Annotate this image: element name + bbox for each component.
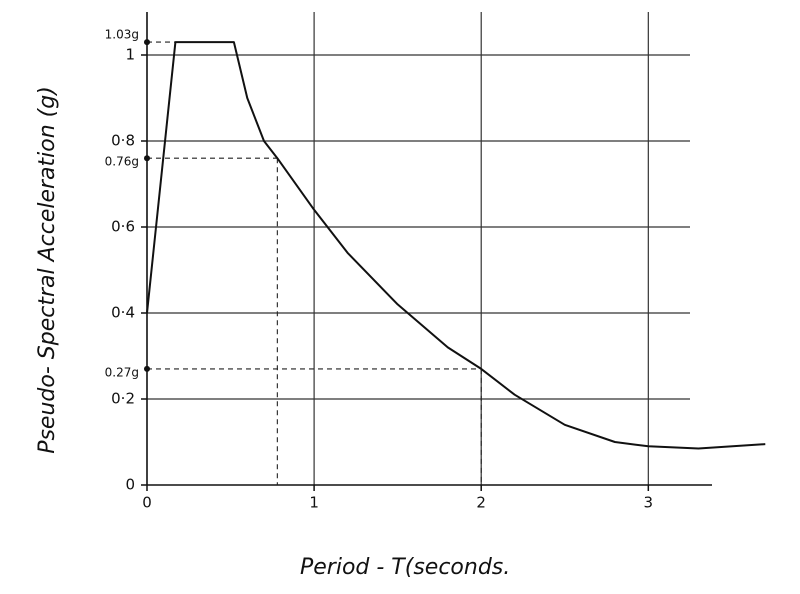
data-line <box>146 41 766 450</box>
annotation-label: 0.27g <box>105 365 139 379</box>
annotation-label: 0.76g <box>105 155 139 169</box>
y-axis-label: Pseudo- Spectral Acceleration (g) <box>35 86 60 454</box>
y-tick-label: 0·8 <box>111 132 135 150</box>
annotation-label: 1.03g <box>105 28 139 42</box>
x-tick-label: 0 <box>142 494 152 512</box>
x-tick-label: 3 <box>644 494 654 512</box>
y-tick-label: 0·2 <box>111 390 135 408</box>
reference-dot <box>144 365 150 372</box>
reference-dot <box>144 39 150 46</box>
y-tick-label: 0·4 <box>111 304 135 322</box>
x-tick-label: 2 <box>476 494 486 512</box>
reference-dot <box>144 155 150 162</box>
y-tick-label: 0·6 <box>111 218 135 236</box>
y-tick-label: 1 <box>125 46 135 64</box>
x-axis-label: Period - T(seconds. <box>300 555 510 580</box>
x-tick-label: 1 <box>309 494 319 512</box>
y-tick-label: 0 <box>125 476 135 494</box>
